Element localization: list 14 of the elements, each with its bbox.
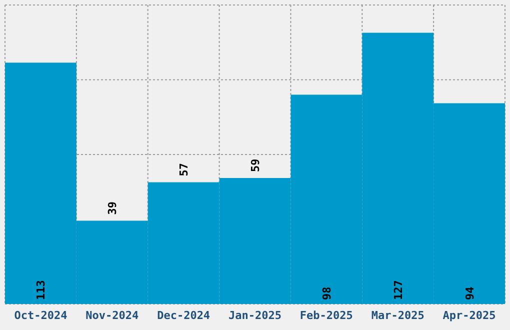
data-label: 94 — [463, 286, 476, 300]
x-tick-label: Mar-2025 — [371, 309, 424, 322]
x-tick-label: Feb-2025 — [300, 309, 353, 322]
data-label: 113 — [34, 280, 48, 300]
data-label: 127 — [392, 280, 405, 300]
x-tick-label: Oct-2024 — [14, 309, 68, 322]
x-tick-label: Dec-2024 — [157, 309, 210, 322]
x-tick-label: Nov-2024 — [86, 309, 140, 322]
data-label: 98 — [320, 286, 334, 300]
data-label: 39 — [106, 201, 120, 215]
data-label: 59 — [249, 158, 262, 172]
data-label: 57 — [178, 163, 191, 176]
x-tick-label: Apr-2025 — [442, 309, 496, 322]
x-tick-label: Jan-2025 — [228, 309, 282, 322]
